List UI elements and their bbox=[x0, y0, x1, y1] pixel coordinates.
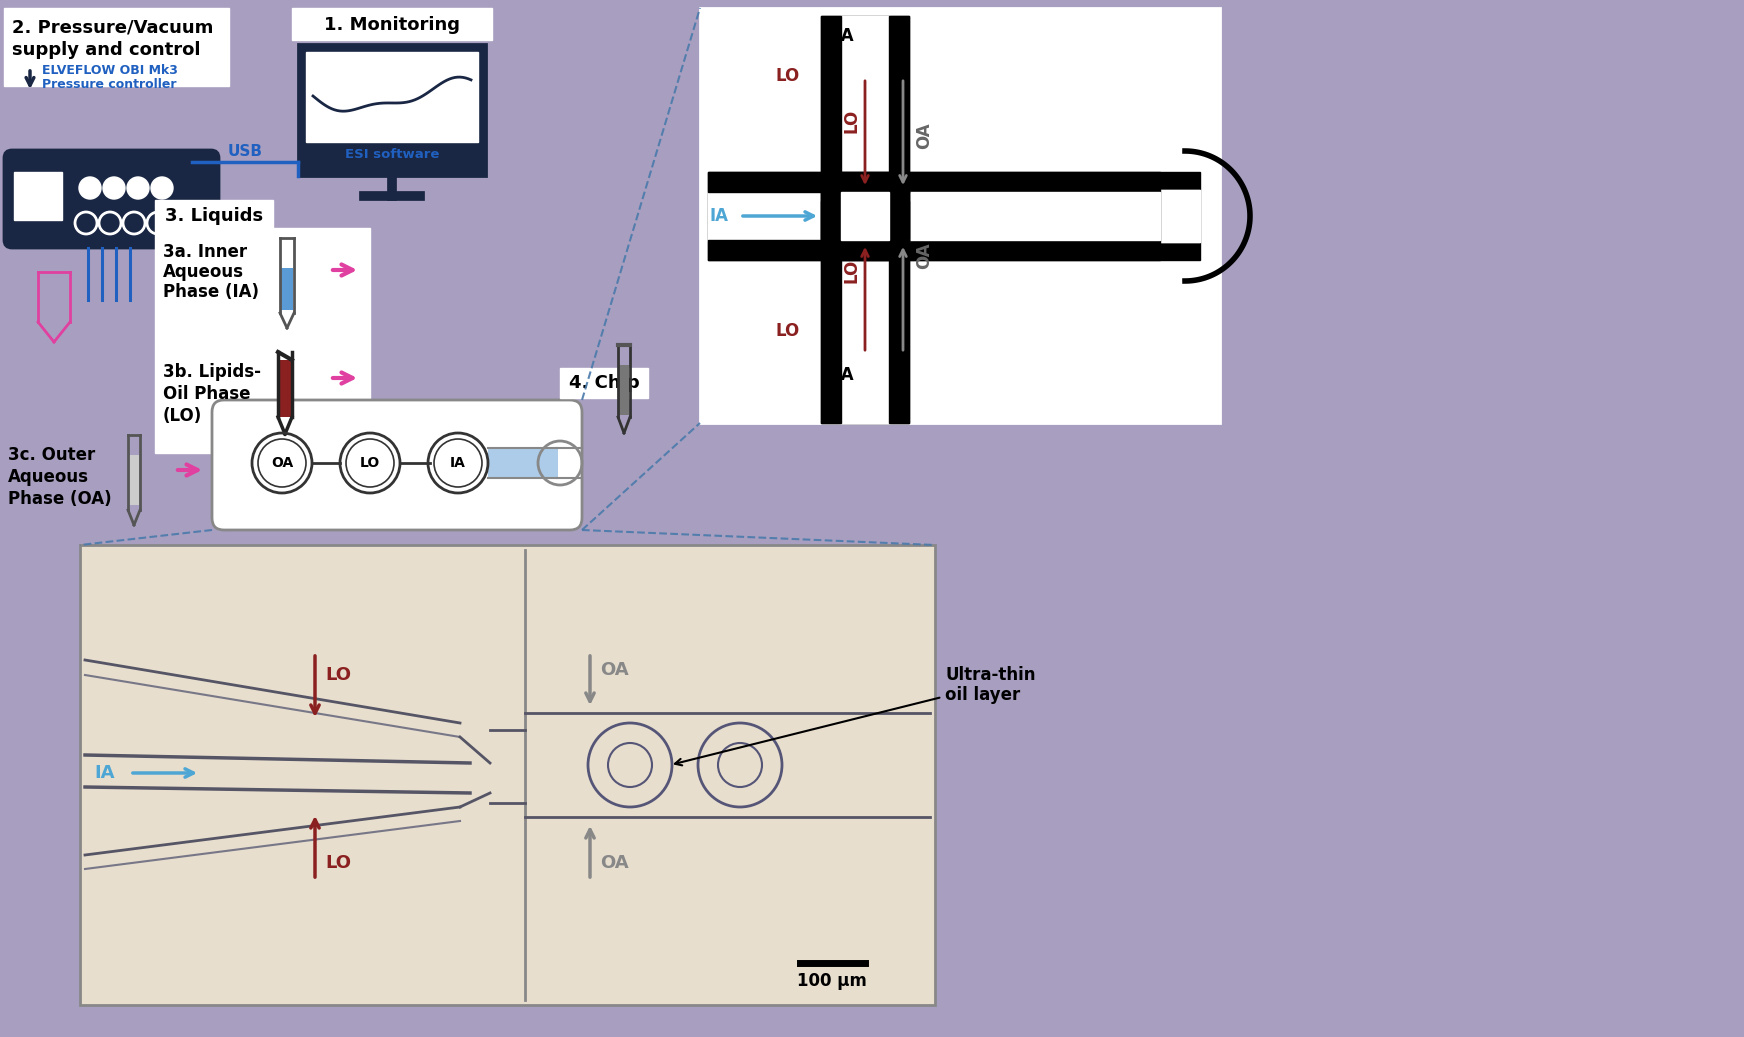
Bar bbox=[821, 172, 841, 260]
Bar bbox=[839, 190, 891, 242]
Bar bbox=[129, 455, 140, 505]
Text: 3b. Lipids-: 3b. Lipids- bbox=[162, 363, 262, 381]
Bar bbox=[14, 172, 63, 220]
Text: 3c. Outer: 3c. Outer bbox=[9, 446, 96, 464]
Bar bbox=[155, 228, 370, 348]
Text: LO: LO bbox=[324, 854, 351, 872]
Text: IA: IA bbox=[450, 456, 466, 470]
Bar bbox=[821, 190, 1200, 242]
Text: Oil Phase: Oil Phase bbox=[162, 385, 251, 403]
Text: 4. Chip: 4. Chip bbox=[569, 374, 640, 392]
Bar bbox=[708, 190, 909, 242]
Text: OA: OA bbox=[600, 661, 628, 679]
Circle shape bbox=[152, 177, 173, 199]
Bar bbox=[821, 201, 909, 423]
Circle shape bbox=[78, 177, 101, 199]
Bar bbox=[821, 240, 909, 260]
Bar bbox=[291, 8, 492, 40]
Text: LO: LO bbox=[842, 109, 860, 133]
Bar bbox=[821, 172, 909, 192]
Bar bbox=[305, 52, 478, 142]
Bar bbox=[821, 16, 841, 239]
FancyBboxPatch shape bbox=[3, 150, 220, 248]
Text: ELVEFLOW OBI Mk3: ELVEFLOW OBI Mk3 bbox=[42, 63, 178, 77]
Text: Pressure controller: Pressure controller bbox=[42, 78, 176, 90]
Text: LO: LO bbox=[774, 323, 799, 340]
Text: Ultra-thin
oil layer: Ultra-thin oil layer bbox=[675, 666, 1036, 765]
Bar bbox=[909, 172, 1160, 260]
Bar bbox=[155, 200, 274, 228]
Bar bbox=[821, 16, 909, 239]
Text: LO: LO bbox=[359, 456, 380, 470]
Circle shape bbox=[103, 177, 126, 199]
Bar bbox=[708, 240, 909, 260]
Text: IA: IA bbox=[94, 764, 115, 782]
Bar bbox=[708, 172, 909, 192]
Bar bbox=[488, 448, 558, 478]
Text: 3. Liquids: 3. Liquids bbox=[166, 207, 263, 225]
Text: OA: OA bbox=[827, 27, 853, 45]
Text: OA: OA bbox=[916, 122, 933, 149]
Text: LO: LO bbox=[324, 666, 351, 684]
Text: IA: IA bbox=[710, 207, 727, 225]
Bar bbox=[708, 172, 909, 260]
Bar bbox=[298, 44, 487, 176]
Bar bbox=[889, 16, 909, 239]
Bar bbox=[619, 365, 630, 415]
Circle shape bbox=[127, 177, 148, 199]
Bar bbox=[889, 172, 909, 260]
Bar bbox=[281, 268, 293, 310]
Bar bbox=[80, 545, 935, 1005]
Text: 100 μm: 100 μm bbox=[797, 972, 867, 990]
Bar bbox=[699, 8, 1221, 423]
Text: Aqueous: Aqueous bbox=[162, 263, 244, 281]
Text: OA: OA bbox=[600, 854, 628, 872]
Bar bbox=[821, 201, 841, 423]
Text: LO: LO bbox=[774, 67, 799, 85]
Bar bbox=[839, 16, 891, 239]
Text: Phase (OA): Phase (OA) bbox=[9, 491, 112, 508]
Text: LO: LO bbox=[842, 259, 860, 283]
Text: ESI software: ESI software bbox=[345, 147, 439, 161]
Text: 1. Monitoring: 1. Monitoring bbox=[324, 16, 460, 34]
Text: USB: USB bbox=[227, 144, 263, 160]
Text: OA: OA bbox=[916, 243, 933, 270]
Bar bbox=[821, 190, 1200, 242]
Bar bbox=[821, 172, 909, 260]
Bar bbox=[841, 192, 889, 240]
Bar bbox=[560, 368, 649, 398]
Text: OA: OA bbox=[270, 456, 293, 470]
Bar bbox=[279, 360, 291, 417]
Bar bbox=[155, 348, 370, 453]
Bar bbox=[821, 172, 1200, 260]
Text: supply and control: supply and control bbox=[12, 41, 201, 59]
Bar bbox=[889, 201, 909, 423]
Text: Phase (IA): Phase (IA) bbox=[162, 283, 260, 301]
FancyBboxPatch shape bbox=[213, 400, 582, 530]
Text: Aqueous: Aqueous bbox=[9, 468, 89, 486]
Text: 2. Pressure/Vacuum: 2. Pressure/Vacuum bbox=[12, 19, 213, 37]
Bar bbox=[839, 201, 891, 423]
Text: (LO): (LO) bbox=[162, 407, 202, 425]
Bar bbox=[3, 8, 228, 86]
Text: OA: OA bbox=[827, 366, 853, 384]
Bar bbox=[909, 192, 1160, 240]
Text: 3a. Inner: 3a. Inner bbox=[162, 243, 248, 261]
